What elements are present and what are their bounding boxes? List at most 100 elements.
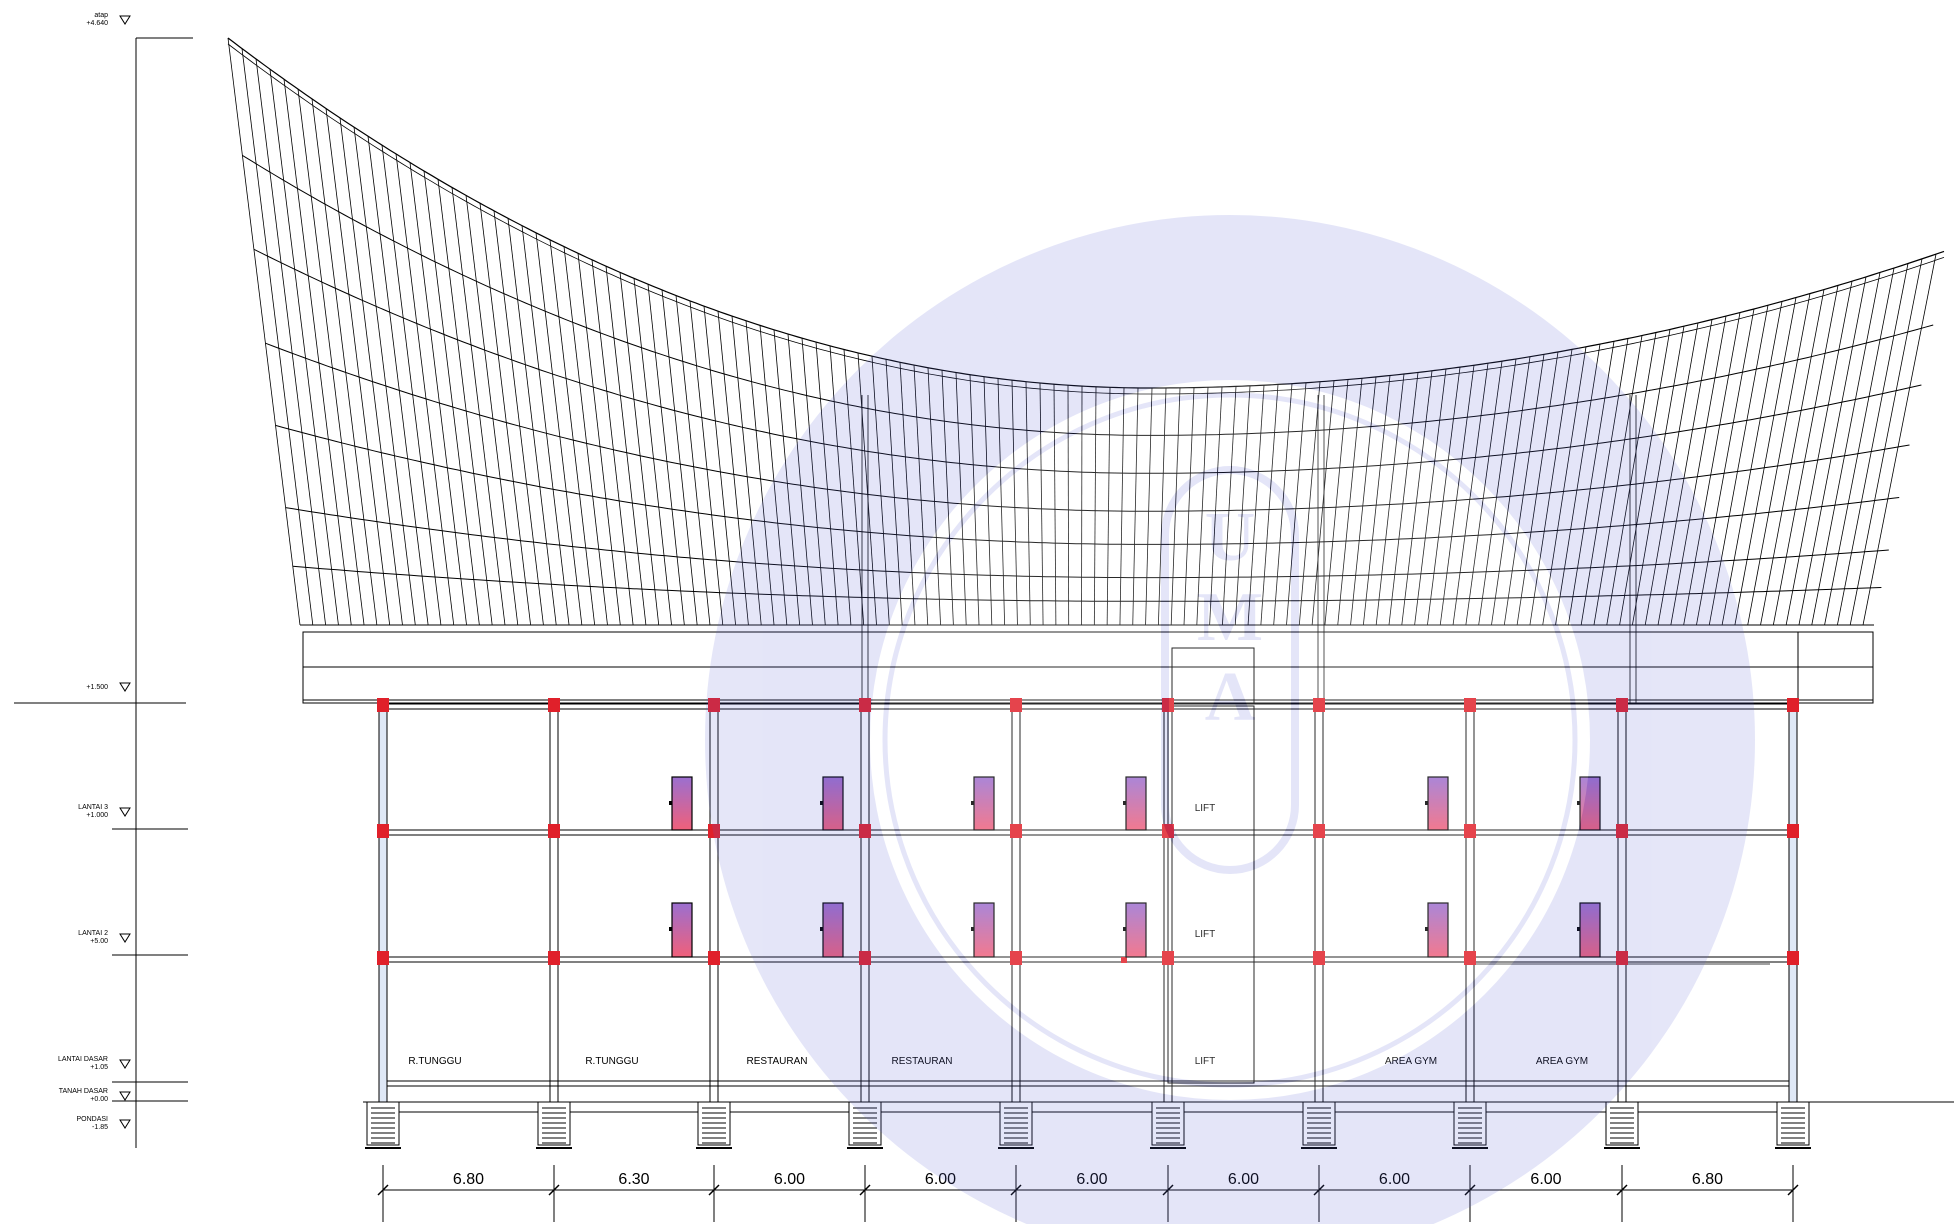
roof-rib [675, 295, 711, 626]
roof-rib [689, 300, 724, 626]
roof-rib [1542, 346, 1587, 626]
watermark-letter-m: M [1197, 579, 1263, 656]
level-triangle-icon [119, 15, 131, 25]
dimension-value: 6.00 [774, 1171, 805, 1188]
roof-band [265, 342, 1910, 512]
foundation-footing [847, 1102, 883, 1149]
roof-rib [1632, 326, 1685, 626]
column-joint-marker [859, 824, 871, 838]
door [669, 902, 693, 958]
column-joint-marker [1313, 824, 1325, 838]
dimension-line: 6.80 6.30 6.00 6.00 6.00 6.00 6.00 6.00 6.80 [377, 1165, 1799, 1222]
level-triangle-icon [119, 1091, 131, 1101]
roof-rib [1580, 338, 1629, 626]
roof-rib [829, 345, 852, 626]
dimension-value: 6.80 [1692, 1171, 1723, 1188]
roof-rib [1593, 335, 1643, 626]
foundation-footing [365, 1102, 401, 1149]
roof-rib [1555, 344, 1601, 626]
column-joint-marker [1010, 824, 1022, 838]
roof-rib [759, 325, 788, 626]
tie-beam [880, 1102, 1001, 1113]
roof-rib [1260, 384, 1279, 626]
column-joint-marker [548, 824, 560, 838]
column-joint-marker [377, 824, 389, 838]
roof-rib [983, 376, 993, 626]
roof-rib [1567, 341, 1615, 626]
column-joint-marker [548, 951, 560, 965]
roof-rib [1619, 329, 1671, 626]
dimension-slash [708, 1184, 720, 1196]
level-name: TANAH DASAR [59, 1088, 108, 1095]
level-value: +1.500 [86, 684, 108, 691]
roof-rib [1529, 349, 1573, 626]
roof-rib [1209, 386, 1223, 626]
roof-rib [465, 195, 519, 626]
dimension-slash [1616, 1184, 1628, 1196]
dimension-slash [1010, 1184, 1022, 1196]
roof-rib [913, 365, 929, 626]
roof-rib [1439, 365, 1475, 626]
door [820, 776, 844, 831]
room-label: LIFT [1195, 1056, 1216, 1067]
door [971, 902, 995, 958]
roof-rib [395, 153, 455, 626]
roof-rib [1811, 272, 1881, 626]
roof-rib [1824, 267, 1895, 626]
roof-rib [801, 338, 826, 626]
column-joint-marker [1616, 698, 1628, 712]
roof-rib [283, 79, 352, 626]
lift-label: LIFT [1195, 929, 1216, 940]
level-marker: atap+4.640 [86, 12, 131, 27]
roof-rib [521, 225, 570, 626]
dimension-value: 6.00 [925, 1171, 956, 1188]
roof-rib [1798, 276, 1867, 626]
level-marker: PONDASI-1.85 [76, 1116, 131, 1131]
tie-beam [1485, 1102, 1607, 1113]
roof-rib [955, 372, 967, 626]
roof-rib [1747, 293, 1811, 626]
level-name: atap [94, 12, 108, 19]
column-joint-marker [1121, 957, 1127, 963]
level-name: LANTAI DASAR [58, 1056, 108, 1063]
level-value: -1.85 [92, 1124, 108, 1131]
roof-rib [1760, 289, 1825, 626]
dimension-value: 6.00 [1530, 1171, 1561, 1188]
column-joint-marker [1313, 698, 1325, 712]
star-icon [1194, 288, 1266, 352]
roof-rib [1849, 258, 1923, 626]
roof-band [253, 248, 1922, 474]
lift-label: LIFT [1195, 803, 1216, 814]
roof-rib [1145, 387, 1153, 626]
column-joint-marker [1010, 698, 1022, 712]
roof-rib [1286, 382, 1307, 626]
level-triangle-icon [119, 1119, 131, 1129]
roof-outline [227, 37, 1945, 389]
roof-rib [479, 203, 532, 626]
roof-rib [1837, 263, 1909, 626]
roof-band [292, 565, 1882, 602]
roof-rib [1039, 383, 1044, 626]
column-joint-marker [708, 824, 720, 838]
level-markers: atap+4.640 +1.500 LANTAI 3+1.000 LANTAI 2+5… [14, 12, 193, 1148]
roof-rib [1350, 376, 1377, 626]
level-value: +1.05 [90, 1064, 108, 1071]
roof-rib [1503, 354, 1545, 626]
roof-rib [1106, 387, 1111, 626]
roof-rib [1053, 384, 1057, 626]
roof-rib [1234, 385, 1251, 626]
foundation-footing [696, 1102, 732, 1149]
roof-rib [1067, 385, 1070, 626]
level-marker: LANTAI 3+1.000 [78, 804, 131, 819]
dimension-slash [1787, 1184, 1799, 1196]
roof-rib [1721, 301, 1783, 626]
door [1425, 776, 1449, 831]
room-label: AREA GYM [1385, 1056, 1437, 1067]
roof-rib [731, 316, 762, 626]
column-joint-marker [859, 951, 871, 965]
roof-rib [241, 48, 314, 626]
roof-rib [1478, 358, 1517, 626]
door [971, 776, 995, 831]
roof-rib [927, 367, 941, 626]
